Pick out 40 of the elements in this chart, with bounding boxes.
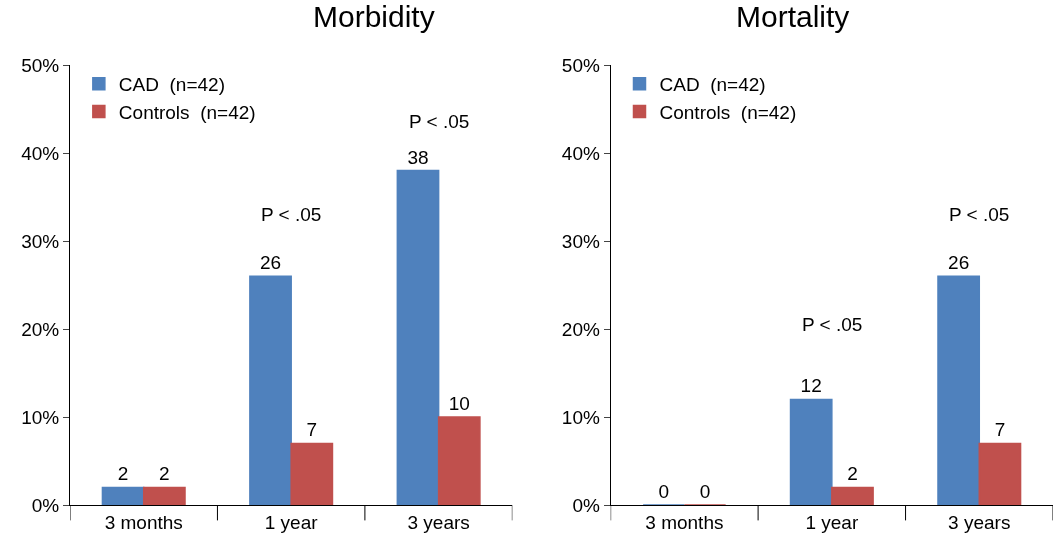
data-label: 2 bbox=[847, 463, 858, 485]
data-label: 10 bbox=[448, 393, 470, 414]
y-tick-label: 40% bbox=[561, 142, 600, 164]
y-tick-label: 30% bbox=[561, 230, 600, 252]
legend-label: CAD (n=42) bbox=[659, 74, 766, 96]
x-tick-label: 3 months bbox=[104, 511, 183, 533]
y-tick-label: 10% bbox=[561, 406, 600, 428]
data-label: 38 bbox=[407, 146, 429, 168]
data-label: 7 bbox=[306, 419, 318, 441]
y-tick-label: 50% bbox=[21, 54, 60, 76]
legend-label: CAD (n=42) bbox=[118, 74, 225, 96]
y-tick-label: 40% bbox=[21, 142, 60, 164]
x-tick-label: 3 years bbox=[407, 511, 470, 533]
data-label: 7 bbox=[994, 419, 1006, 441]
y-tick-label: 0% bbox=[572, 494, 600, 516]
y-tick-label: 20% bbox=[561, 318, 600, 340]
chart-title: Mortality bbox=[736, 0, 850, 33]
y-tick-label: 50% bbox=[561, 54, 600, 76]
x-tick-label: 3 years bbox=[948, 511, 1011, 533]
chart-title: Morbidity bbox=[313, 0, 435, 33]
annotation: P < .05 bbox=[409, 111, 470, 132]
y-tick-label: 0% bbox=[31, 494, 60, 516]
data-label: 26 bbox=[259, 252, 282, 274]
x-tick-label: 1 year bbox=[805, 511, 859, 533]
data-label: 0 bbox=[699, 481, 711, 502]
legend-label: Controls (n=42) bbox=[659, 101, 797, 123]
data-label: 2 bbox=[117, 463, 129, 485]
legend-label: Controls (n=42) bbox=[118, 101, 256, 123]
y-tick-label: 30% bbox=[21, 230, 60, 252]
annotation: P < .05 bbox=[261, 204, 322, 225]
data-label: 0 bbox=[658, 481, 670, 502]
y-tick-label: 10% bbox=[21, 406, 60, 428]
y-tick-label: 20% bbox=[21, 318, 60, 340]
data-label: 12 bbox=[800, 375, 822, 397]
annotation: P < .05 bbox=[949, 204, 1010, 225]
data-label: 2 bbox=[159, 463, 170, 485]
x-tick-label: 3 months bbox=[645, 511, 724, 533]
x-tick-label: 1 year bbox=[264, 511, 319, 533]
data-label: 26 bbox=[948, 252, 970, 274]
annotation: P < .05 bbox=[802, 314, 863, 335]
